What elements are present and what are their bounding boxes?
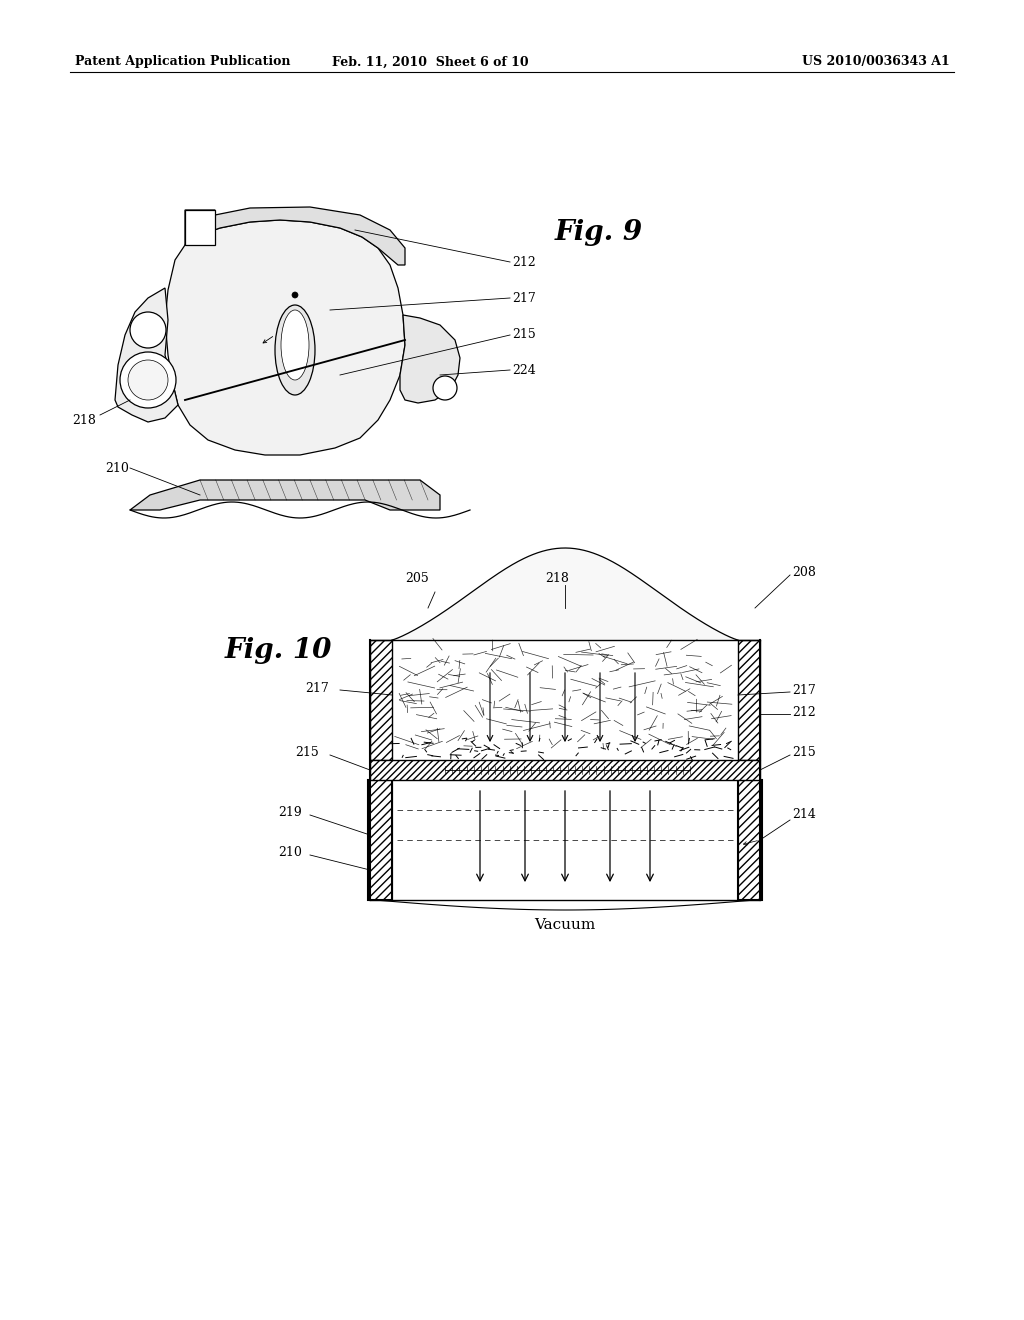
Text: US 2010/0036343 A1: US 2010/0036343 A1 (802, 55, 950, 69)
Bar (370, 760, 760, 780)
Text: 212: 212 (512, 256, 536, 268)
Bar (738, 640, 760, 760)
Circle shape (120, 352, 176, 408)
Polygon shape (130, 480, 440, 510)
Polygon shape (185, 207, 406, 265)
Text: 210: 210 (105, 462, 129, 474)
Text: 217: 217 (305, 681, 329, 694)
Text: 217: 217 (512, 292, 536, 305)
Text: 215: 215 (792, 746, 816, 759)
Polygon shape (165, 220, 406, 455)
Text: 217: 217 (792, 684, 816, 697)
Polygon shape (400, 315, 460, 403)
Bar (370, 640, 392, 760)
Circle shape (433, 376, 457, 400)
Text: 214: 214 (792, 808, 816, 821)
Text: 208: 208 (792, 565, 816, 578)
Text: Patent Application Publication: Patent Application Publication (75, 55, 291, 69)
Ellipse shape (281, 310, 309, 380)
FancyBboxPatch shape (185, 210, 215, 246)
Circle shape (292, 292, 298, 298)
Bar (738, 780, 762, 900)
Text: 205: 205 (406, 572, 429, 585)
Polygon shape (115, 288, 178, 422)
Text: 215: 215 (512, 329, 536, 342)
Text: 218: 218 (545, 572, 569, 585)
Text: Fig. 10: Fig. 10 (225, 636, 333, 664)
Text: 218: 218 (72, 413, 96, 426)
Circle shape (130, 312, 166, 348)
Text: 224: 224 (512, 363, 536, 376)
Ellipse shape (275, 305, 315, 395)
Bar (368, 780, 392, 900)
Text: Feb. 11, 2010  Sheet 6 of 10: Feb. 11, 2010 Sheet 6 of 10 (332, 55, 528, 69)
Circle shape (128, 360, 168, 400)
Text: 219: 219 (278, 805, 302, 818)
Text: Fig. 9: Fig. 9 (555, 219, 643, 246)
Text: 212: 212 (792, 705, 816, 718)
Text: Vacuum: Vacuum (535, 917, 596, 932)
Text: 210: 210 (278, 846, 302, 858)
Text: 215: 215 (295, 746, 318, 759)
